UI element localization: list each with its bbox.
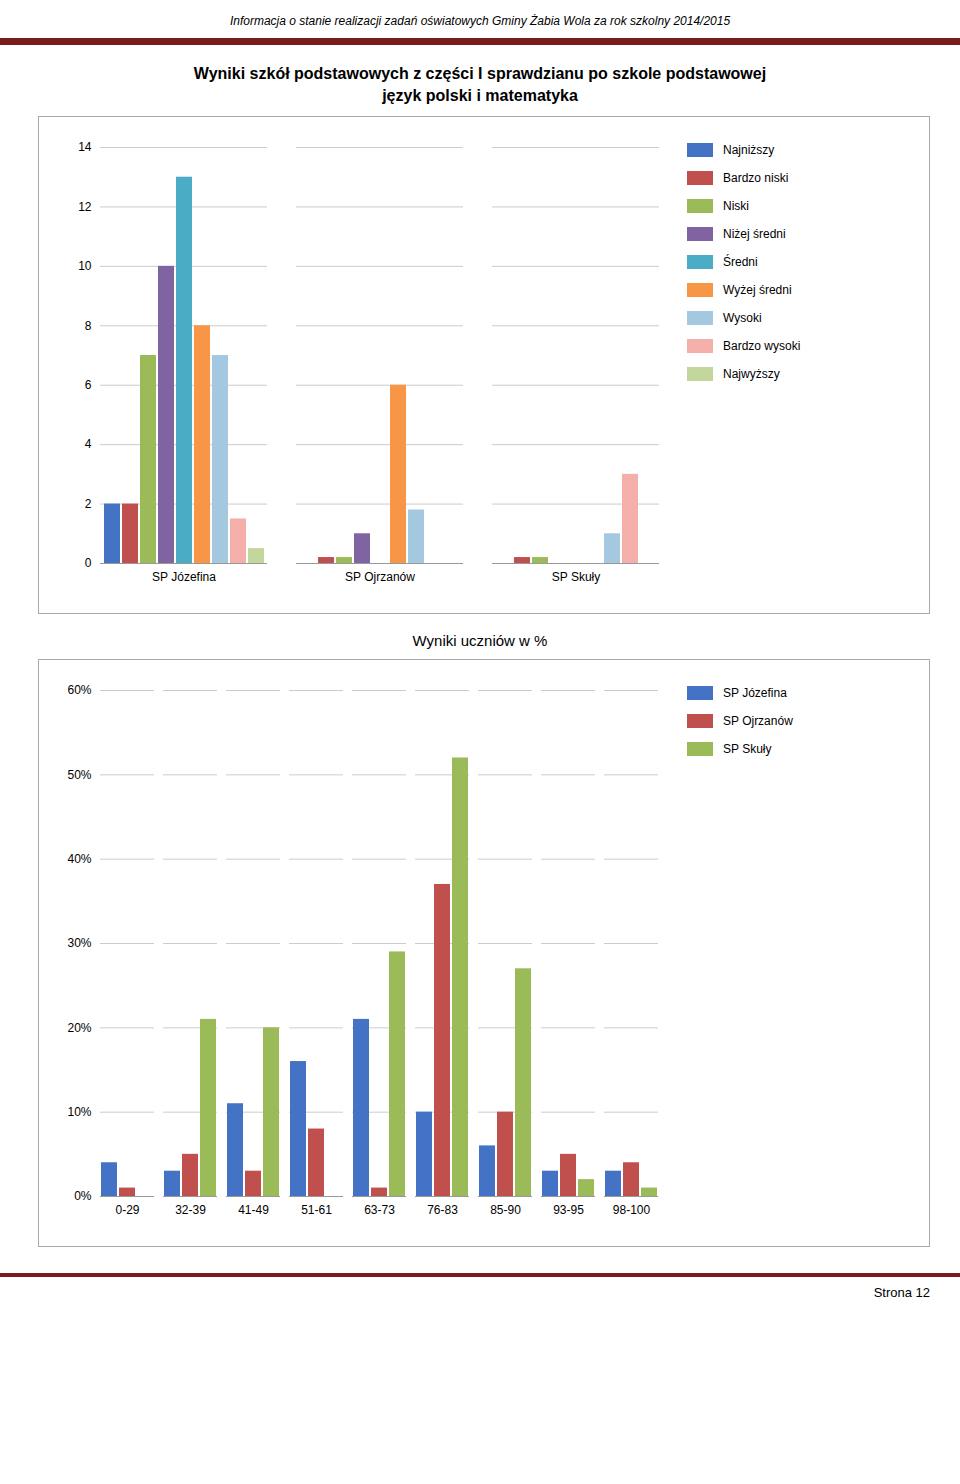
html-text:Najniższy: Najniższy [723, 143, 775, 158]
html-text:SP Skuły: SP Skuły [723, 742, 772, 757]
html-text:Wyniki szkół podstawowych z cz: Wyniki szkół podstawowych z części I spr… [193, 65, 767, 104]
svg-text:SP Ojrzanów: SP Ojrzanów [345, 570, 415, 584]
svg-text:51-61: 51-61 [301, 1203, 332, 1217]
svg-text:50%: 50% [67, 768, 91, 782]
svg-text:76-83: 76-83 [427, 1203, 458, 1217]
html-text:Strona 12: Strona 12 [873, 1285, 930, 1301]
html-text:Najwyższy: Najwyższy [723, 367, 780, 382]
svg-text:41-49: 41-49 [238, 1203, 269, 1217]
svg-text:6: 6 [85, 378, 92, 392]
html-text:Bardzo niski: Bardzo niski [723, 171, 789, 186]
svg-text:SP Skuły: SP Skuły [552, 570, 600, 584]
html-text:Średni: Średni [723, 255, 758, 270]
html-text:Niski: Niski [723, 199, 749, 214]
svg-text:2: 2 [85, 497, 92, 511]
svg-text:10: 10 [78, 259, 92, 273]
svg-text:63-73: 63-73 [364, 1203, 395, 1217]
svg-text:10%: 10% [67, 1105, 91, 1119]
html-text:Informacja o stanie realizacji: Informacja o stanie realizacji zadań ośw… [229, 14, 731, 28]
svg-text:85-90: 85-90 [490, 1203, 521, 1217]
html-text:Wysoki: Wysoki [723, 311, 762, 326]
svg-text:93-95: 93-95 [553, 1203, 584, 1217]
svg-text:14: 14 [78, 141, 92, 155]
svg-text:8: 8 [85, 319, 92, 333]
svg-text:0%: 0% [74, 1190, 92, 1204]
svg-text:0-29: 0-29 [115, 1203, 139, 1217]
svg-text:0: 0 [85, 557, 92, 571]
svg-text:12: 12 [78, 200, 92, 214]
svg-text:40%: 40% [67, 852, 91, 866]
svg-text:20%: 20% [67, 1021, 91, 1035]
svg-text:60%: 60% [67, 684, 91, 698]
html-text:SP Józefina: SP Józefina [723, 686, 787, 701]
svg-text:32-39: 32-39 [175, 1203, 206, 1217]
html-text:Bardzo wysoki: Bardzo wysoki [723, 339, 801, 354]
svg-text:4: 4 [85, 438, 92, 452]
html-text:Wyniki uczniów w %: Wyniki uczniów w % [412, 632, 548, 650]
html-text:Niżej średni: Niżej średni [723, 227, 786, 242]
svg-text:SP Józefina: SP Józefina [152, 570, 216, 584]
svg-text:98-100: 98-100 [613, 1203, 651, 1217]
html-text:Wyżej średni: Wyżej średni [723, 283, 792, 298]
svg-text:30%: 30% [67, 937, 91, 951]
html-text:SP Ojrzanów: SP Ojrzanów [723, 714, 793, 729]
